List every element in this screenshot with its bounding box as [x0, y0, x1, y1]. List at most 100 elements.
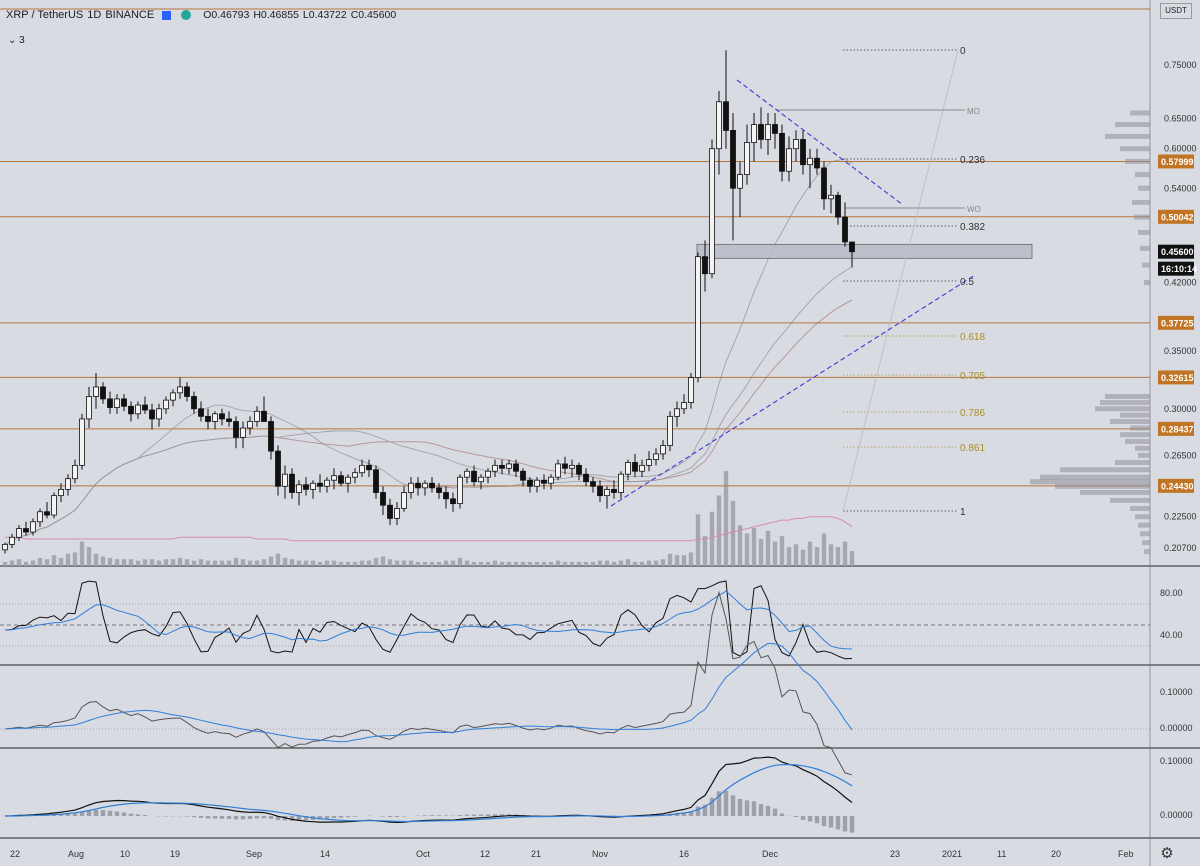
macd-histogram-bar	[107, 810, 113, 816]
candle-body	[345, 476, 351, 484]
currency-label[interactable]: USDT	[1160, 3, 1192, 19]
volume-bar	[779, 536, 785, 566]
candle-body	[450, 498, 456, 505]
volume-bar	[303, 560, 309, 566]
time-tick-label: 22	[10, 849, 20, 859]
volume-bar	[653, 560, 659, 566]
price-badge	[1158, 315, 1194, 330]
candle-body	[828, 194, 834, 200]
volume-bar	[79, 541, 85, 566]
candle-body	[485, 470, 491, 478]
time-tick-label: Aug	[68, 849, 84, 859]
candle-body	[576, 464, 582, 475]
horizontal-levels[interactable]	[0, 8, 1150, 487]
volume-profile-bar	[1125, 158, 1150, 164]
volume-profile-bar	[1105, 393, 1150, 399]
volume-bar	[233, 557, 239, 566]
macd-histogram-bar	[849, 816, 855, 833]
candle-body	[758, 124, 764, 140]
candle-body	[268, 421, 274, 452]
volume-bar	[317, 561, 323, 566]
interval-label[interactable]: 1D	[87, 9, 102, 21]
symbol-label[interactable]: XRP / TetherUS	[6, 9, 84, 21]
macd-histogram-bar	[331, 816, 337, 819]
candle-body	[16, 528, 22, 538]
candle-body	[107, 398, 113, 408]
candle-body	[835, 194, 841, 218]
candle-body	[499, 464, 505, 469]
candle-body	[436, 487, 442, 493]
volume-bar	[191, 560, 197, 566]
price-tick-label: 0.75000	[1164, 60, 1197, 70]
time-tick-label: 2021	[942, 849, 962, 859]
volume-bar	[170, 559, 176, 566]
fib-level-label: 0.5	[960, 277, 974, 288]
macd-histogram-bar	[275, 816, 281, 821]
candle-body	[289, 473, 295, 493]
volume-bar	[513, 561, 519, 566]
macd-histogram-bar	[317, 816, 323, 820]
candle-body	[72, 464, 78, 480]
volume-bar	[282, 557, 288, 566]
macd-histogram-bar	[247, 816, 253, 820]
volume-bar	[352, 561, 358, 566]
indicators-toggle[interactable]: ⌄ 3	[8, 35, 25, 46]
volume-bar	[324, 560, 330, 566]
candle-body	[730, 130, 736, 189]
price-tick-label: 0.42000	[1164, 278, 1197, 288]
price-badge-label: 0.57999	[1161, 157, 1194, 167]
oscillator-tick-label: 0.10000	[1160, 756, 1193, 766]
candle-body	[590, 481, 596, 487]
candle-body	[814, 157, 820, 169]
volume-profile-bar	[1132, 199, 1150, 205]
volume-bar	[2, 561, 8, 566]
macd-histogram-bar	[86, 810, 92, 816]
price-tick-label: 0.65000	[1164, 114, 1197, 124]
macd-histogram-bar	[695, 806, 701, 816]
volume-bar	[408, 560, 414, 566]
volume-bar	[359, 560, 365, 566]
volume-bar	[583, 561, 589, 566]
macd-histogram-bar	[772, 808, 778, 816]
macd-histogram-bar	[478, 814, 484, 816]
candle-body	[513, 463, 519, 472]
price-axis[interactable]: 0.75000 0.65000 0.60000 0.54000 0.42000 0.350…	[1158, 60, 1197, 820]
candle-body	[702, 256, 708, 275]
candle-body	[737, 174, 743, 189]
symbol-header: XRP / TetherUS 1D BINANCE O0.46793 H0.46…	[6, 9, 396, 21]
descending-trendline	[736, 79, 904, 206]
trendlines[interactable]	[610, 79, 976, 507]
time-axis[interactable]: 22 Aug 10 19 Sep 14 Oct 12 21 Nov 16 Dec 23 2021 11 20 F…	[10, 849, 1134, 859]
macd-histogram-bar	[730, 795, 736, 816]
candle-body	[401, 492, 407, 509]
macd-histogram-bar	[765, 805, 771, 816]
volume-profile-bar	[1095, 406, 1150, 412]
volume-bar	[597, 560, 603, 566]
volume-bar	[667, 553, 673, 566]
volume-profile-bar	[1120, 432, 1150, 438]
volume-bar	[765, 530, 771, 566]
candle-body	[681, 402, 687, 410]
volume-bar	[436, 561, 442, 566]
candle-body	[240, 427, 246, 438]
macd-histogram-bar	[380, 816, 386, 817]
candle-body	[212, 413, 218, 422]
volume-profile-bar	[1134, 214, 1150, 220]
candle-body	[562, 463, 568, 469]
fibonacci-retracement[interactable]: 0 0.236 0.382 0.5 0.618 0.705 0.786 0.861 1 MO WO	[777, 46, 985, 518]
volume-bar	[149, 559, 155, 566]
macd-histogram-bar	[842, 816, 848, 832]
volume-bars	[2, 471, 855, 566]
volume-profile-bar	[1040, 474, 1150, 480]
candle-body	[821, 167, 827, 200]
oscillator-line	[4, 590, 853, 776]
market-status-icon	[181, 10, 192, 20]
candle-body	[583, 473, 589, 483]
macd-histogram-bar	[716, 791, 722, 816]
gear-icon[interactable]: ⚙	[1160, 845, 1174, 862]
macd-histogram-bar	[814, 816, 820, 824]
macd-histogram-bar	[807, 816, 813, 822]
volume-profile-bar	[1135, 445, 1150, 451]
volume-bar	[86, 547, 92, 566]
